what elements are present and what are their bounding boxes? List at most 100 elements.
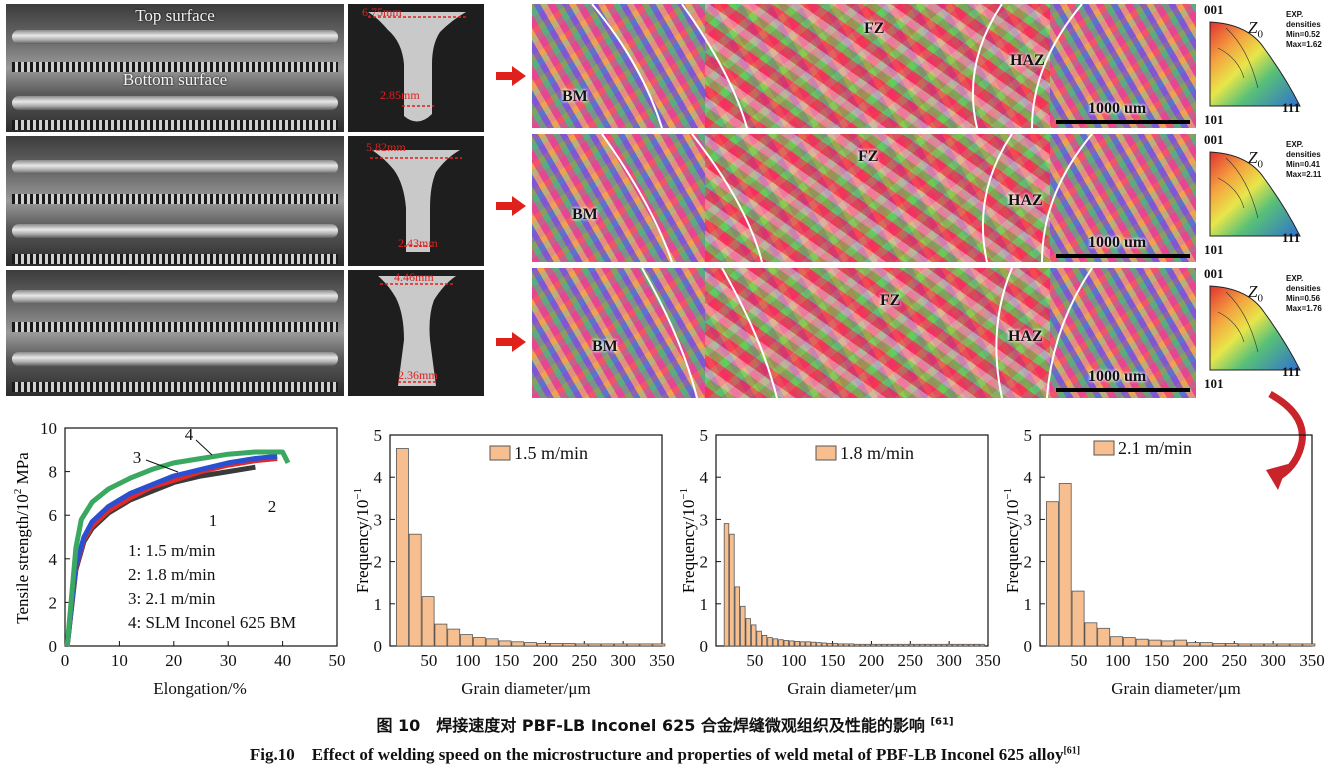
x-tick-label: 250 — [898, 651, 924, 670]
histogram-bar — [745, 618, 751, 647]
y-tick-label: 2 — [700, 553, 709, 572]
haz-label: HAZ — [1010, 52, 1045, 69]
x-axis-label: Grain diameter/μm — [461, 679, 590, 698]
fusion-zone — [704, 134, 1050, 262]
y-tick-label: 6 — [49, 506, 58, 525]
caption-english: Fig.10 Effect of welding speed on the mi… — [0, 740, 1330, 765]
scale-bar — [1056, 254, 1190, 258]
ipf-panel: 001 101 111 Z0 EXP. densities Min=0.52 M… — [1200, 2, 1328, 132]
y-axis-label-sup: −1 — [1002, 488, 1014, 500]
y-tick-label: 3 — [374, 510, 383, 529]
y-tick-label: 0 — [374, 637, 383, 656]
histogram-bar — [614, 643, 627, 647]
fz-label: FZ — [858, 148, 879, 165]
histogram-bar — [421, 596, 435, 647]
y-tick-label: 4 — [374, 468, 383, 487]
y-tick-label: 4 — [49, 550, 58, 569]
histogram-bar — [979, 643, 985, 647]
histogram-bar — [485, 638, 499, 647]
z0-subscript: 0 — [1257, 28, 1263, 41]
bm-label: BM — [572, 206, 598, 223]
histogram-bar — [974, 643, 980, 647]
y-tick-label: 0 — [1024, 637, 1033, 656]
histogram-bar — [848, 643, 855, 647]
histogram-bar — [1276, 643, 1290, 647]
y-axis-label: Frequency/10−1 — [678, 488, 698, 593]
cross-section-1: 6.75mm 2.85mm — [348, 4, 484, 132]
top-width-label: 4.46mm — [394, 270, 434, 284]
histogram-bar — [821, 642, 828, 647]
z0-text: Z — [1248, 282, 1258, 301]
caption-chinese: 图 10 焊接速度对 PBF-LB Inconel 625 合金焊缝微观组织及性… — [0, 712, 1330, 736]
fz-label: FZ — [880, 292, 901, 309]
histogram-bar — [1122, 637, 1136, 647]
histogram-bar — [859, 643, 866, 647]
y-axis-label-unit: MPa — [13, 452, 32, 489]
fusion-zone — [704, 4, 1050, 128]
x-tick-label: 150 — [1144, 651, 1170, 670]
histogram-bar — [919, 643, 925, 647]
histogram-bar — [957, 643, 964, 647]
histogram-bar — [1084, 622, 1098, 647]
histogram-bar — [925, 643, 931, 647]
histogram-bar — [1046, 501, 1059, 647]
y-tick-label: 5 — [700, 426, 709, 445]
y-tick-label: 1 — [1024, 595, 1033, 614]
y-tick-label: 0 — [700, 637, 709, 656]
ruler — [12, 254, 338, 264]
histogram-bar — [1264, 643, 1277, 647]
x-tick-label: 350 — [649, 651, 675, 670]
ruler — [12, 120, 338, 130]
histogram-legend-swatch — [489, 445, 511, 461]
histogram-bar — [1071, 590, 1085, 647]
y-tick-label: 8 — [49, 463, 58, 482]
histogram-bar — [588, 643, 602, 647]
histogram-bar — [1187, 642, 1200, 647]
x-tick-label: 250 — [572, 651, 598, 670]
x-tick-label: 300 — [936, 651, 962, 670]
histogram-bar — [816, 642, 822, 647]
x-tick-label: 200 — [1183, 651, 1209, 670]
y-tick-label: 2 — [374, 553, 383, 572]
histogram-bar — [1174, 639, 1187, 647]
histogram-bar — [734, 586, 740, 647]
ipf-101-label: 101 — [1204, 112, 1224, 127]
histogram-bar — [1058, 483, 1072, 647]
ipf-101-label: 101 — [1204, 242, 1224, 257]
ruler — [12, 382, 338, 392]
histogram-bar — [843, 643, 849, 647]
histogram-bar — [751, 624, 757, 647]
histogram-bar — [460, 634, 473, 647]
histogram-bar — [794, 640, 800, 647]
top-weld-bead — [12, 160, 338, 174]
x-tick-label: 350 — [975, 651, 1001, 670]
top-weld-bead — [12, 290, 338, 304]
min-label: Min=0.56 — [1286, 294, 1321, 303]
ipf-101-label: 101 — [1204, 376, 1224, 391]
top-surface-label: Top surface — [135, 6, 215, 25]
bottom-width-label: 2.36mm — [398, 368, 438, 382]
x-tick-label: 150 — [494, 651, 520, 670]
ipf-001-label: 001 — [1204, 132, 1224, 147]
y-tick-label: 1 — [374, 595, 383, 614]
fz-label: FZ — [864, 20, 885, 37]
histogram-bar — [1238, 643, 1252, 647]
curved-arrow-icon — [1266, 390, 1306, 490]
histogram-bar — [772, 638, 779, 647]
histogram-bar — [549, 643, 563, 647]
ipf-panel: 001 101 111 Z0 EXP. densities Min=0.56 M… — [1200, 266, 1328, 396]
ebsd-map-2: BM FZ HAZ 1000 um — [532, 134, 1196, 262]
tensile-curve-4 — [64, 449, 291, 647]
histogram-bar — [1148, 639, 1162, 647]
histogram-bar — [1212, 643, 1226, 647]
macro-photo-2 — [6, 136, 344, 266]
histogram-bar — [778, 639, 784, 647]
x-axis-label: Grain diameter/μm — [787, 679, 916, 698]
histogram-bar — [511, 641, 525, 647]
weld-profile-3 — [378, 276, 456, 386]
x-tick-label: 50 — [420, 651, 437, 670]
caption-en-text: Fig.10 Effect of welding speed on the mi… — [249, 745, 1064, 764]
histogram-bar — [783, 640, 789, 647]
z0-label: Z0 — [1248, 18, 1263, 40]
